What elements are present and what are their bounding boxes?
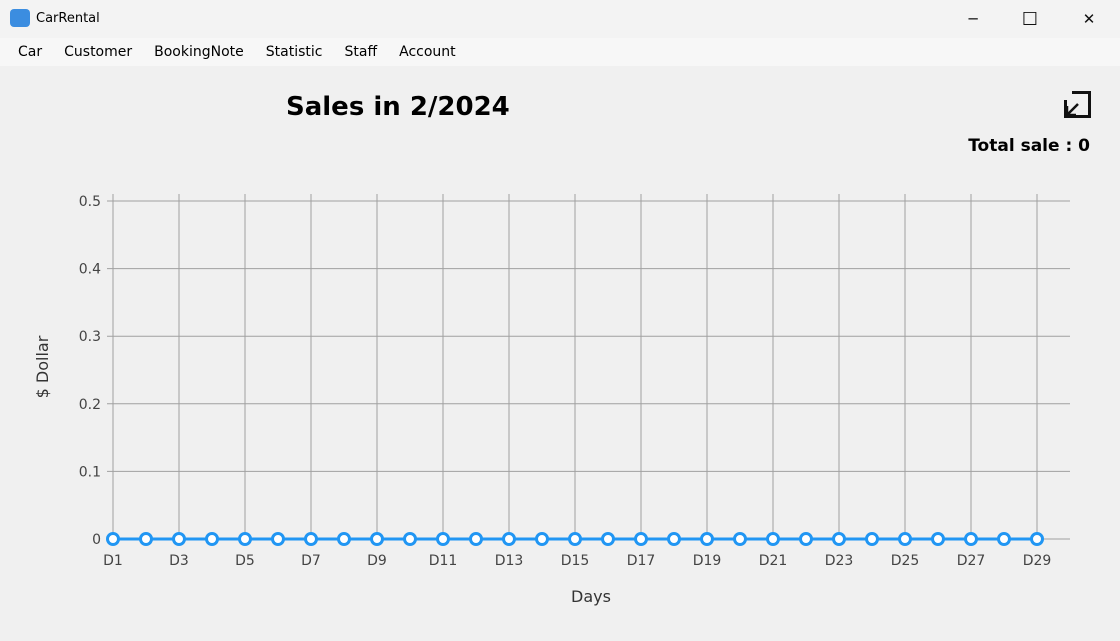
- data-point: [865, 532, 879, 546]
- title-bar: CarRental ─ ☐ ✕: [0, 0, 1120, 38]
- x-tick-label: D17: [627, 553, 656, 569]
- data-point: [799, 532, 813, 546]
- page-title: Sales in 2/2024: [286, 92, 510, 122]
- menu-account[interactable]: Account: [399, 44, 456, 60]
- data-point: [502, 532, 516, 546]
- y-axis-label: $ Dollar: [33, 335, 52, 398]
- y-tick-label: 0.1: [79, 464, 101, 480]
- data-point: [1030, 532, 1044, 546]
- x-tick-label: D15: [561, 553, 590, 569]
- data-point: [205, 532, 219, 546]
- x-tick-label: D19: [693, 553, 722, 569]
- y-tick-label: 0.4: [79, 262, 101, 278]
- x-axis-label: Days: [571, 587, 611, 606]
- y-tick-label: 0: [92, 532, 101, 548]
- x-tick-label: D5: [235, 553, 255, 569]
- menu-bar: Car Customer BookingNote Statistic Staff…: [0, 38, 1120, 66]
- minimize-button[interactable]: ─: [968, 10, 978, 28]
- data-point: [271, 532, 285, 546]
- x-tick-label: D25: [891, 553, 920, 569]
- data-point: [964, 532, 978, 546]
- x-tick-label: D1: [103, 553, 123, 569]
- x-tick-label: D27: [957, 553, 986, 569]
- data-point: [304, 532, 318, 546]
- data-point: [700, 532, 714, 546]
- data-point: [370, 532, 384, 546]
- close-button[interactable]: ✕: [1082, 10, 1096, 28]
- x-tick-label: D9: [367, 553, 387, 569]
- data-point: [337, 532, 351, 546]
- x-tick-label: D13: [495, 553, 524, 569]
- data-point: [469, 532, 483, 546]
- data-point: [766, 532, 780, 546]
- y-tick-label: 0.3: [79, 329, 101, 345]
- menu-staff[interactable]: Staff: [344, 44, 378, 60]
- resize-arrow-icon[interactable]: [1063, 90, 1092, 119]
- x-tick-label: D23: [825, 553, 854, 569]
- car-icon: [10, 9, 30, 27]
- data-point: [601, 532, 615, 546]
- data-point: [997, 532, 1011, 546]
- maximize-button[interactable]: ☐: [1021, 8, 1039, 30]
- x-tick-label: D11: [429, 553, 458, 569]
- data-point: [634, 532, 648, 546]
- x-tick-label: D7: [301, 553, 321, 569]
- data-point: [832, 532, 846, 546]
- data-point: [931, 532, 945, 546]
- x-tick-label: D3: [169, 553, 189, 569]
- data-point: [733, 532, 747, 546]
- data-point: [898, 532, 912, 546]
- menu-customer[interactable]: Customer: [64, 44, 133, 60]
- total-sale: Total sale : 0: [968, 136, 1090, 156]
- data-point: [172, 532, 186, 546]
- x-tick-label: D29: [1023, 553, 1052, 569]
- menu-statistic[interactable]: Statistic: [265, 44, 323, 60]
- data-point: [436, 532, 450, 546]
- data-point: [238, 532, 252, 546]
- y-tick-label: 0.5: [79, 194, 101, 210]
- data-point: [139, 532, 153, 546]
- data-point: [568, 532, 582, 546]
- menu-bookingnote[interactable]: BookingNote: [154, 44, 244, 60]
- data-point: [535, 532, 549, 546]
- x-tick-label: D21: [759, 553, 788, 569]
- data-point: [106, 532, 120, 546]
- data-point: [403, 532, 417, 546]
- menu-car[interactable]: Car: [18, 44, 43, 60]
- data-point: [667, 532, 681, 546]
- window-title: CarRental: [36, 11, 100, 26]
- y-tick-label: 0.2: [79, 397, 101, 413]
